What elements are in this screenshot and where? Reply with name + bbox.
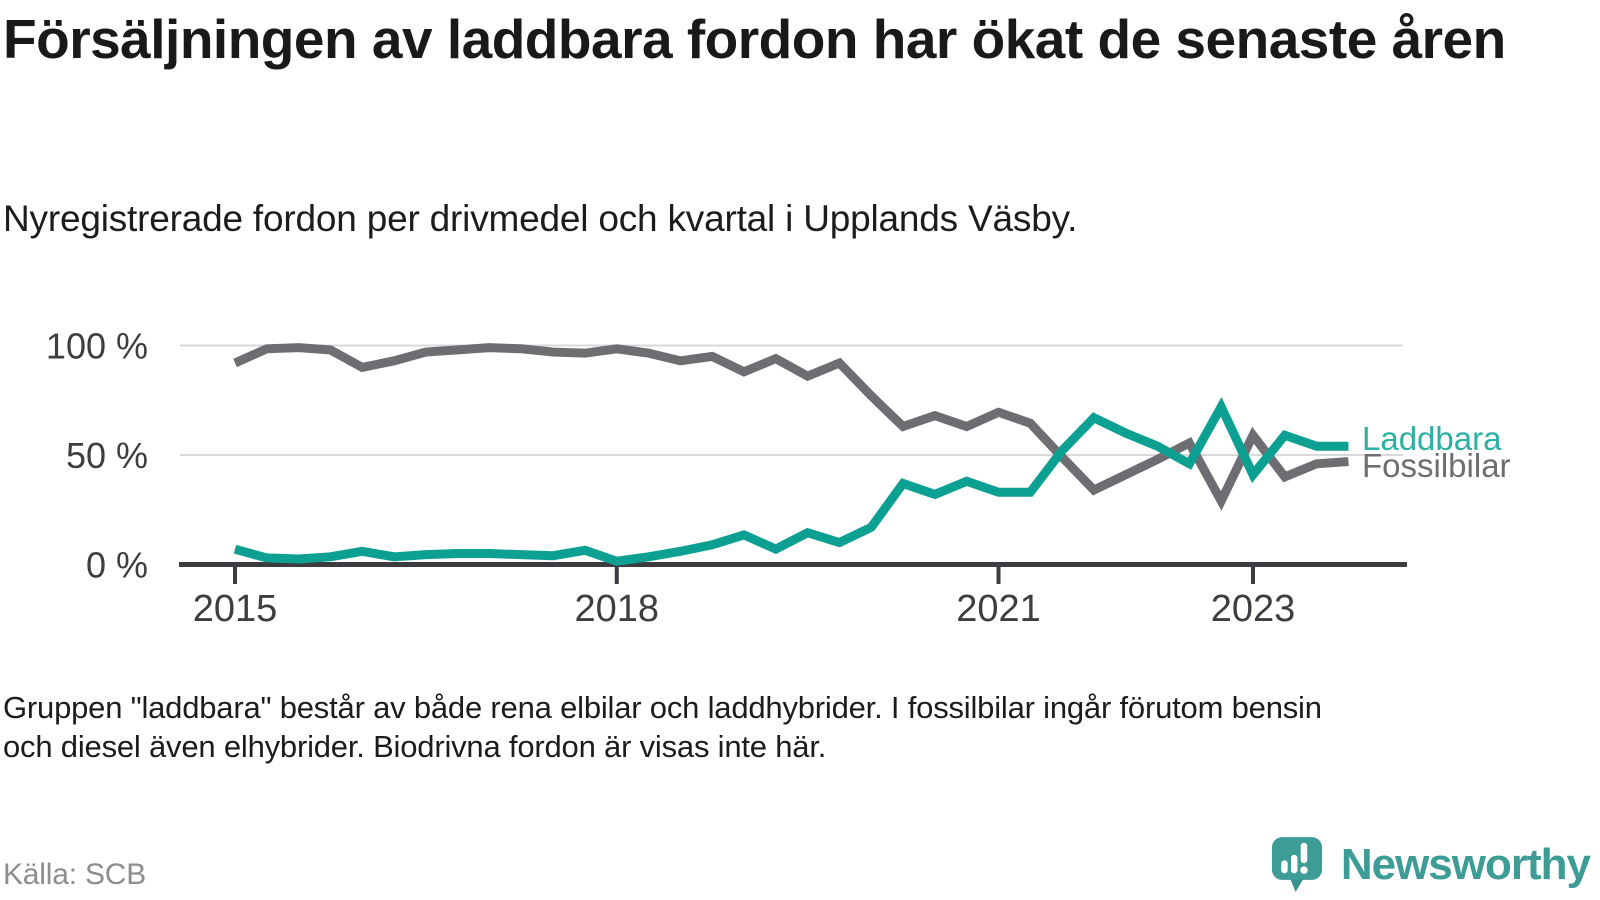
logo-exclamation-bar	[1300, 842, 1308, 864]
logo-bubble-tail	[1289, 877, 1305, 892]
source-label: Källa: SCB	[3, 858, 147, 891]
y-tick-label-0: 0 %	[86, 545, 148, 586]
logo-exclamation-dot	[1300, 866, 1308, 874]
x-tick-label-2023: 2023	[1211, 588, 1296, 630]
series-label-laddbara: Laddbara	[1362, 420, 1502, 457]
logo-bar-medium	[1290, 854, 1298, 874]
x-tick-label-2018: 2018	[574, 588, 659, 630]
y-tick-label-100: 100 %	[46, 326, 148, 367]
page-subtitle: Nyregistrerade fordon per drivmedel och …	[3, 198, 1078, 239]
footnote-line-2: och diesel även elhybrider. Biodrivna fo…	[3, 729, 827, 764]
line-chart: 100 % 50 % 0 % 2015 2018 2021 2023 LaddbaraFoss…	[46, 326, 1511, 631]
y-tick-label-50: 50 %	[66, 435, 148, 476]
x-tick-label-2015: 2015	[193, 588, 278, 630]
series-line-laddbara	[233, 396, 1349, 566]
page-title: Försäljningen av laddbara fordon har öka…	[3, 8, 1506, 70]
newsworthy-logo-icon	[1271, 837, 1322, 892]
logo-text: Newsworthy	[1340, 840, 1591, 889]
footnote-line-1: Gruppen "laddbara" består av både rena e…	[3, 690, 1322, 725]
series-line-fossilbilar	[233, 343, 1349, 511]
series-label-fossilbilar: Fossilbilar	[1362, 447, 1511, 484]
newsworthy-logo: Newsworthy	[1271, 836, 1591, 894]
logo-bar-small	[1281, 860, 1288, 874]
x-tick-label-2021: 2021	[956, 588, 1041, 630]
